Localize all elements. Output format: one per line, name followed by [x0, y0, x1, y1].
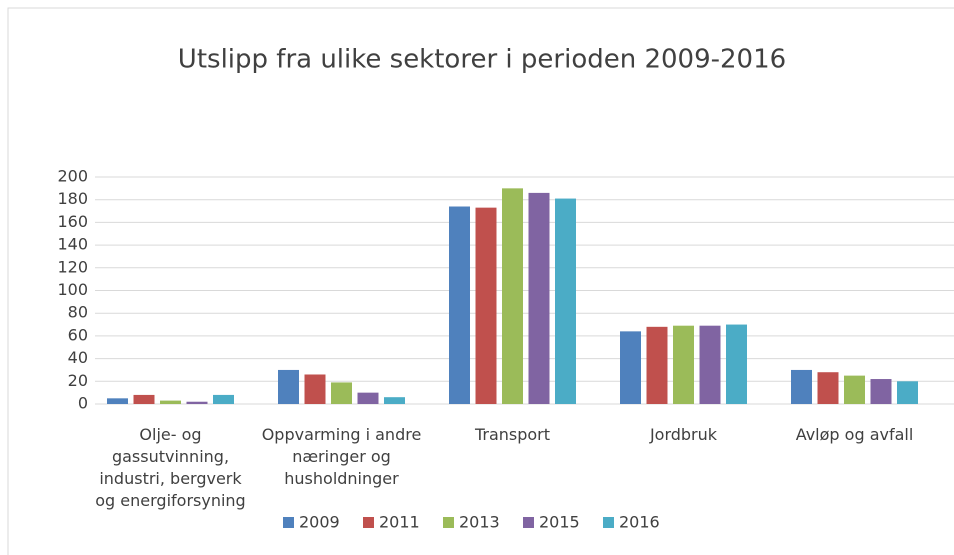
bar — [726, 324, 747, 404]
bar — [278, 369, 299, 404]
bar — [844, 375, 865, 404]
bar — [555, 198, 576, 404]
y-tick-label: 60 — [68, 325, 88, 344]
bar — [133, 394, 155, 404]
legend-swatch — [443, 517, 454, 528]
y-tick-label: 0 — [78, 394, 88, 413]
legend-label: 2013 — [459, 513, 500, 532]
y-tick-label: 40 — [68, 348, 88, 367]
bar — [384, 397, 405, 404]
bar — [699, 325, 721, 404]
x-tick-label: Oppvarming i andre næringer og husholdni… — [261, 425, 422, 488]
legend-swatch — [523, 517, 534, 528]
y-tick-label: 80 — [68, 303, 88, 322]
bar — [673, 325, 694, 404]
bar — [897, 381, 918, 404]
legend-label: 2015 — [539, 513, 580, 532]
bar — [817, 372, 839, 404]
bar — [475, 207, 497, 404]
bar — [791, 369, 812, 404]
x-tick-label: Jordbruk — [649, 425, 718, 444]
bar — [107, 398, 128, 404]
y-tick-label: 140 — [57, 235, 88, 254]
bar — [304, 374, 326, 404]
legend-label: 2009 — [299, 513, 340, 532]
bar — [449, 206, 470, 404]
bar — [160, 400, 181, 404]
legend-label: 2016 — [619, 513, 660, 532]
bar — [186, 401, 208, 404]
y-tick-label: 100 — [57, 280, 88, 299]
bar — [646, 326, 668, 404]
chart-border — [7, 7, 954, 555]
y-tick-label: 20 — [68, 371, 88, 390]
legend-label: 2011 — [379, 513, 420, 532]
bar — [528, 192, 550, 404]
bar — [331, 382, 352, 404]
y-tick-label: 180 — [57, 189, 88, 208]
legend-swatch — [283, 517, 294, 528]
bar — [502, 188, 523, 404]
x-tick-label: Transport — [474, 425, 551, 444]
x-tick-label: Avløp og avfall — [795, 425, 914, 444]
legend-swatch — [603, 517, 614, 528]
x-tick-label: Olje- og gassutvinning, industri, bergve… — [95, 425, 246, 510]
legend-swatch — [363, 517, 374, 528]
y-tick-label: 120 — [57, 257, 88, 276]
y-tick-label: 160 — [57, 212, 88, 231]
bar — [213, 394, 234, 404]
bar — [357, 392, 379, 404]
y-tick-label: 200 — [57, 167, 88, 186]
bar — [620, 331, 641, 404]
chart-title: Utslipp fra ulike sektorer i perioden 20… — [178, 45, 786, 75]
bar — [870, 379, 892, 404]
